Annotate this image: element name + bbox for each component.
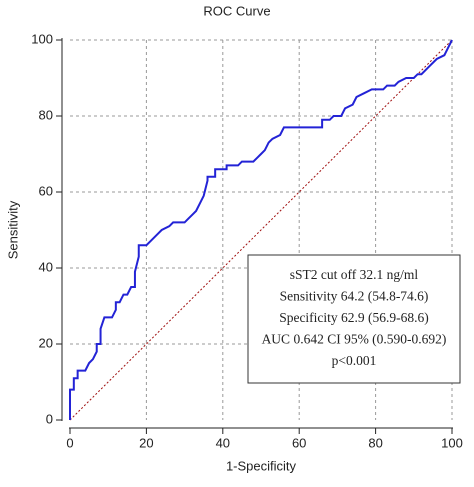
y-tick-label: 100	[31, 31, 53, 46]
x-tick-label: 20	[139, 435, 153, 450]
x-tick-label: 0	[66, 435, 73, 450]
y-tick-label: 0	[46, 411, 53, 426]
y-tick-label: 80	[39, 107, 53, 122]
x-tick-label: 40	[216, 435, 230, 450]
x-tick-label: 60	[292, 435, 306, 450]
annotation-text: Sensitivity 64.2 (54.8-74.6)	[280, 289, 429, 304]
annotation-text: Specificity 62.9 (56.9-68.6)	[279, 310, 429, 325]
y-tick-label: 20	[39, 335, 53, 350]
reference-line	[69, 39, 453, 421]
x-tick-label: 100	[441, 435, 463, 450]
y-axis-label: Sensitivity	[5, 200, 20, 259]
annotation-box	[247, 254, 461, 384]
annotation-text: AUC 0.642 CI 95% (0.590-0.692)	[262, 332, 447, 347]
y-tick-label: 60	[39, 183, 53, 198]
annotation-text: sST2 cut off 32.1 ng/ml	[290, 267, 419, 282]
x-tick-label: 80	[368, 435, 382, 450]
chart-title: ROC Curve	[203, 3, 270, 18]
annotation-text: p<0.001	[332, 353, 377, 368]
x-axis-label: 1-Specificity	[226, 458, 297, 473]
y-tick-label: 40	[39, 259, 53, 274]
roc-curve	[69, 39, 453, 420]
